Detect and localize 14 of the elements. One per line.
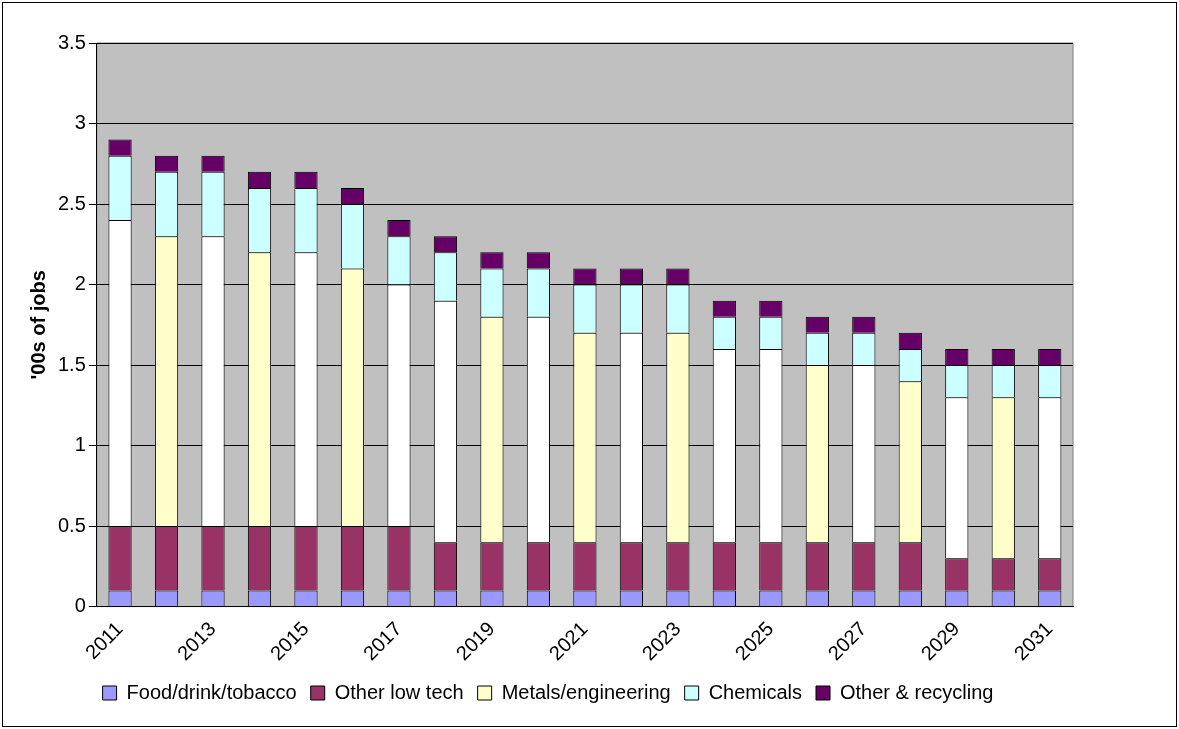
y-tick-label: 1 bbox=[74, 433, 86, 456]
y-tick-label: 3 bbox=[74, 111, 86, 134]
y-tick-label: 0.5 bbox=[57, 513, 86, 536]
y-tick-label: 2.5 bbox=[57, 191, 86, 214]
legend-label: Metals/engineering bbox=[501, 680, 671, 703]
y-tick-label: 1.5 bbox=[57, 352, 86, 375]
legend-label: Chemicals bbox=[708, 680, 802, 703]
y-tick-label: 2 bbox=[74, 272, 86, 295]
legend-label: Food/drink/tobacco bbox=[126, 680, 297, 703]
y-axis-title: '00s of jobs bbox=[26, 270, 49, 380]
y-tick-label: 0 bbox=[74, 594, 86, 617]
legend-label: Other & recycling bbox=[840, 680, 994, 703]
y-tick-label: 3.5 bbox=[57, 30, 86, 53]
legend-label: Other low tech bbox=[334, 680, 464, 703]
